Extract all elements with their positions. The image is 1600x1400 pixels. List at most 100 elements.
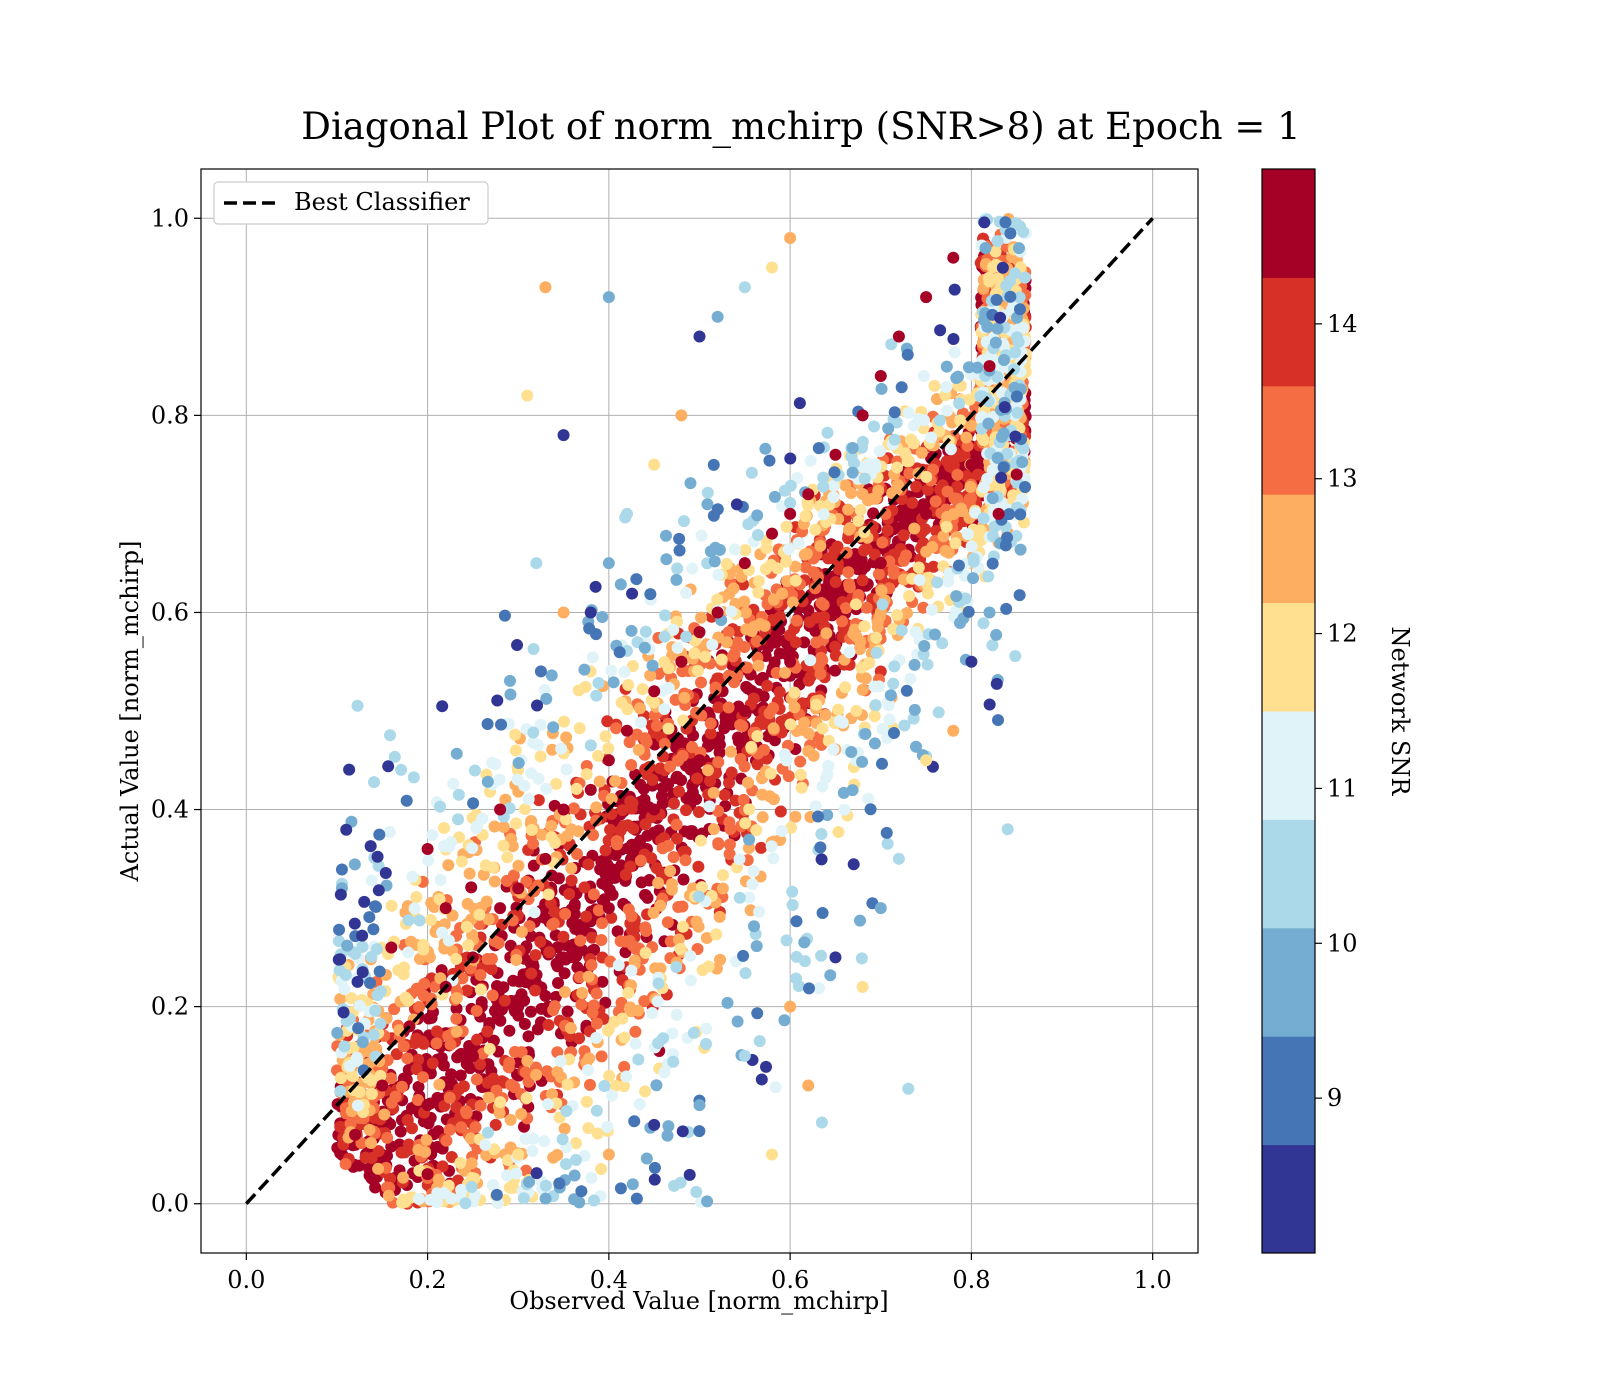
scatter-point — [694, 834, 707, 847]
scatter-point — [767, 593, 780, 606]
scatter-point — [887, 564, 900, 577]
scatter-point — [583, 1078, 596, 1091]
scatter-point — [504, 1141, 517, 1154]
scatter-point — [1010, 390, 1023, 403]
scatter-point — [638, 793, 651, 806]
x-axis: 0.0 0.2 0.4 0.6 0.8 1.0 — [227, 1253, 1172, 1294]
scatter-point — [725, 766, 738, 779]
scatter-point — [563, 887, 576, 900]
scatter-point — [962, 605, 975, 618]
scatter-point — [678, 825, 691, 838]
scatter-point — [887, 727, 900, 740]
scatter-point — [948, 346, 961, 359]
scatter-point — [670, 818, 683, 831]
scatter-point — [555, 742, 568, 755]
scatter-point — [789, 810, 802, 823]
scatter-point — [809, 523, 822, 536]
scatter-point — [474, 1099, 487, 1112]
scatter-point — [752, 586, 765, 599]
scatter-point — [345, 992, 358, 1005]
scatter-point — [607, 676, 620, 689]
scatter-point — [629, 1025, 642, 1038]
scatter-point — [450, 1012, 463, 1025]
scatter-point — [665, 878, 678, 891]
scatter-point — [557, 803, 570, 816]
scatter-point — [585, 1171, 598, 1184]
scatter-point — [350, 1051, 363, 1064]
scatter-point — [782, 543, 795, 556]
scatter-point — [850, 704, 863, 717]
scatter-point — [983, 698, 996, 711]
scatter-point — [590, 801, 603, 814]
scatter-point — [397, 1171, 410, 1184]
scatter-point — [750, 824, 763, 837]
scatter-point — [784, 718, 797, 731]
scatter-point — [817, 480, 830, 493]
scatter-point — [450, 1025, 463, 1038]
scatter-point — [982, 570, 995, 583]
scatter-point — [737, 793, 750, 806]
scatter-point — [520, 1091, 533, 1104]
scatter-point — [560, 763, 573, 776]
scatter-point — [908, 522, 921, 535]
scatter-point — [829, 951, 842, 964]
scatter-point — [907, 437, 920, 450]
scatter-point — [456, 972, 469, 985]
scatter-point — [334, 1072, 347, 1085]
scatter-point — [534, 665, 547, 678]
scatter-point — [365, 1087, 378, 1100]
scatter-point — [463, 867, 476, 880]
scatter-point — [520, 1164, 533, 1177]
scatter-point — [940, 360, 953, 373]
scatter-point — [383, 825, 396, 838]
scatter-point — [901, 348, 914, 361]
scatter-point — [803, 982, 816, 995]
scatter-point — [802, 604, 815, 617]
scatter-point — [650, 719, 663, 732]
scatter-point — [522, 1030, 535, 1043]
scatter-point — [602, 902, 615, 915]
scatter-point — [480, 895, 493, 908]
scatter-point — [815, 827, 828, 840]
scatter-point — [704, 717, 717, 730]
scatter-point — [667, 623, 680, 636]
scatter-point — [604, 823, 617, 836]
scatter-point — [753, 905, 766, 918]
scatter-point — [746, 878, 759, 891]
scatter-point — [569, 1154, 582, 1167]
scatter-point — [647, 696, 660, 709]
scatter-point — [954, 414, 967, 427]
scatter-point — [662, 1120, 675, 1133]
y-tick-label: 0.6 — [151, 598, 189, 626]
scatter-point — [512, 757, 525, 770]
scatter-point — [722, 626, 735, 639]
scatter-point — [711, 310, 724, 323]
scatter-point — [598, 1079, 611, 1092]
scatter-point — [684, 949, 697, 962]
scatter-point — [402, 914, 415, 927]
scatter-point — [517, 1192, 530, 1205]
scatter-point — [400, 794, 413, 807]
scatter-point — [381, 1131, 394, 1144]
scatter-point — [412, 1143, 425, 1156]
scatter-point — [627, 920, 640, 933]
scatter-point — [884, 689, 897, 702]
scatter-point — [751, 528, 764, 541]
scatter-point — [933, 414, 946, 427]
scatter-point — [680, 630, 693, 643]
scatter-point — [828, 466, 841, 479]
scatter-point — [411, 1094, 424, 1107]
scatter-point — [494, 803, 507, 816]
scatter-point — [1012, 242, 1025, 255]
scatter-point — [589, 580, 602, 593]
scatter-point — [903, 467, 916, 480]
scatter-point — [648, 1173, 661, 1186]
scatter-point — [471, 1033, 484, 1046]
scatter-point — [421, 842, 434, 855]
scatter-point — [592, 676, 605, 689]
scatter-point — [902, 406, 915, 419]
scatter-point — [947, 333, 960, 346]
scatter-point — [489, 1118, 502, 1131]
scatter-point — [902, 454, 915, 467]
scatter-point — [561, 1005, 574, 1018]
